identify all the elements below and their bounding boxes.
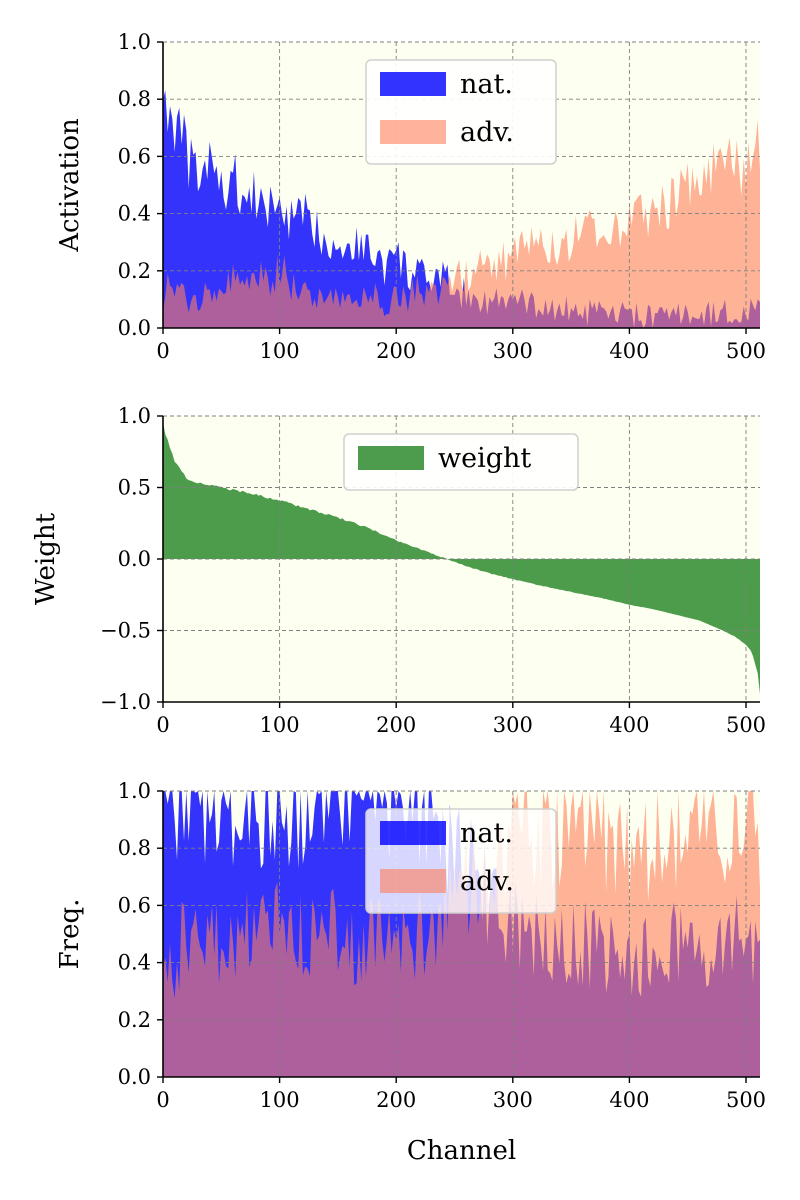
x-tick-label: 200	[376, 1088, 416, 1112]
y-tick-label: 0.2	[118, 1008, 151, 1032]
y-tick-label: 0.5	[118, 476, 151, 500]
y-tick-label: 0.4	[118, 202, 151, 226]
area-adv-3	[163, 791, 760, 1077]
y-tick-label: 0.0	[118, 547, 151, 571]
panel-2: 0 100 200 300 400 500 −1.0 −0.5 0.0 0.5 1.0 Weight w…	[31, 404, 766, 737]
area-adv-1	[163, 120, 760, 328]
x-tick-label: 0	[156, 339, 169, 363]
y-tick-label: 1.0	[118, 779, 151, 803]
legend: nat. adv.	[365, 59, 557, 165]
y-tick-label: 0.8	[118, 836, 151, 860]
y-tick-label: 0.6	[118, 893, 151, 917]
y-tick-label: 0.6	[118, 144, 151, 168]
x-tick-label: 0	[156, 713, 169, 737]
panel-1: 0 100 200 300 400 500 0.0 0.2 0.4 0.6 0.8 1.0 Activa…	[55, 30, 766, 363]
x-tick-label: 200	[376, 713, 416, 737]
y-tick-label: −0.5	[100, 619, 151, 643]
y-tick-label: 1.0	[118, 404, 151, 428]
y-tick-label: −1.0	[100, 690, 151, 714]
legend-swatch	[380, 821, 446, 845]
y-tick-label: 0.2	[118, 259, 151, 283]
y-axis-title: Activation	[55, 118, 85, 253]
legend-label: adv.	[460, 866, 514, 897]
y-tick-label: 0.8	[118, 87, 151, 111]
legend-swatch	[380, 120, 446, 144]
x-tick-label: 200	[376, 339, 416, 363]
legend-swatch	[358, 446, 424, 470]
x-tick-label: 300	[493, 339, 533, 363]
area-nat-1	[163, 90, 760, 328]
x-tick-label: 500	[726, 713, 766, 737]
x-tick-label: 300	[493, 1088, 533, 1112]
x-tick-label: 100	[260, 339, 300, 363]
x-tick-label: 500	[726, 1088, 766, 1112]
legend-label: nat.	[460, 69, 513, 100]
x-tick-label: 100	[260, 713, 300, 737]
y-axis-title: Freq.	[55, 899, 85, 970]
legend-label: nat.	[460, 818, 513, 849]
y-tick-label: 1.0	[118, 30, 151, 54]
legend: weight	[343, 433, 579, 491]
legend-label: adv.	[460, 117, 514, 148]
legend: nat. adv.	[365, 808, 557, 914]
legend-swatch	[380, 72, 446, 96]
x-tick-label: 400	[609, 713, 649, 737]
y-tick-label: 0.0	[118, 1065, 151, 1089]
area-weight-2	[163, 422, 760, 695]
y-tick-label: 0.4	[118, 951, 151, 975]
x-tick-label: 400	[609, 1088, 649, 1112]
legend-swatch	[380, 869, 446, 893]
x-tick-label: 0	[156, 1088, 169, 1112]
x-tick-label: 400	[609, 339, 649, 363]
panel-3: 0 100 200 300 400 500 0.0 0.2 0.4 0.6 0.8 1.0 Freq. C…	[55, 779, 766, 1166]
x-tick-label: 300	[493, 713, 533, 737]
x-tick-label: 100	[260, 1088, 300, 1112]
x-axis-title: Channel	[407, 1136, 516, 1166]
y-tick-label: 0.0	[118, 316, 151, 340]
x-tick-label: 500	[726, 339, 766, 363]
legend-label: weight	[438, 443, 531, 474]
y-axis-title: Weight	[31, 512, 61, 605]
